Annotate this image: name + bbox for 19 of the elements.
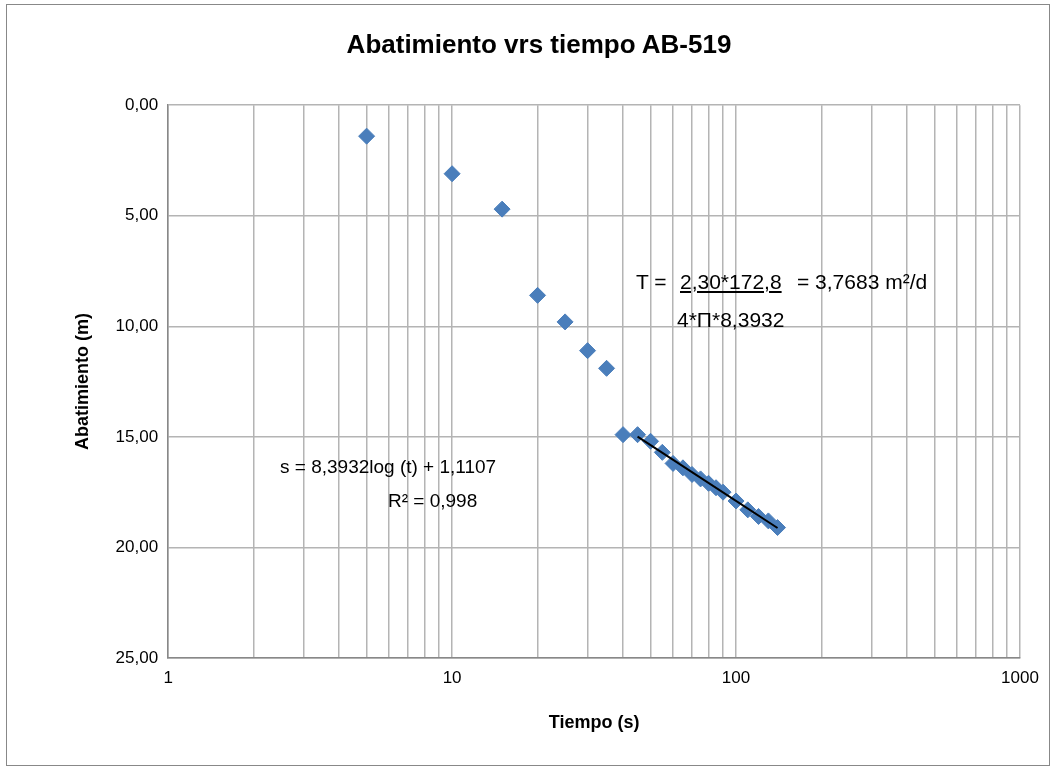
x-tick-label: 10	[442, 667, 462, 687]
annotation: R² = 0,998	[388, 490, 478, 512]
y-tick-label: 20,00	[115, 537, 159, 557]
y-tick-label: 0,00	[125, 94, 159, 114]
x-tick-label: 1000	[1001, 667, 1039, 687]
x-axis-title: Tiempo (s)	[548, 712, 640, 733]
annotation: 4*Π*8,3932	[677, 308, 785, 332]
annotation: = 3,7683 m²/d	[797, 270, 928, 294]
y-axis-title: Abatimiento (m)	[71, 313, 92, 451]
y-tick-label: 25,00	[115, 647, 159, 667]
y-tick-label: 15,00	[115, 426, 159, 446]
annotation: 2,30*172,8	[680, 270, 782, 294]
y-tick-label: 10,00	[115, 316, 159, 336]
annotation: T =	[636, 270, 667, 294]
y-tick-label: 5,00	[125, 205, 159, 225]
chart-title: Abatimiento vrs tiempo AB-519	[346, 28, 732, 59]
annotation: s = 8,3932log (t) + 1,1107	[280, 456, 497, 478]
x-tick-label: 1	[163, 667, 173, 687]
x-tick-label: 100	[721, 667, 751, 687]
